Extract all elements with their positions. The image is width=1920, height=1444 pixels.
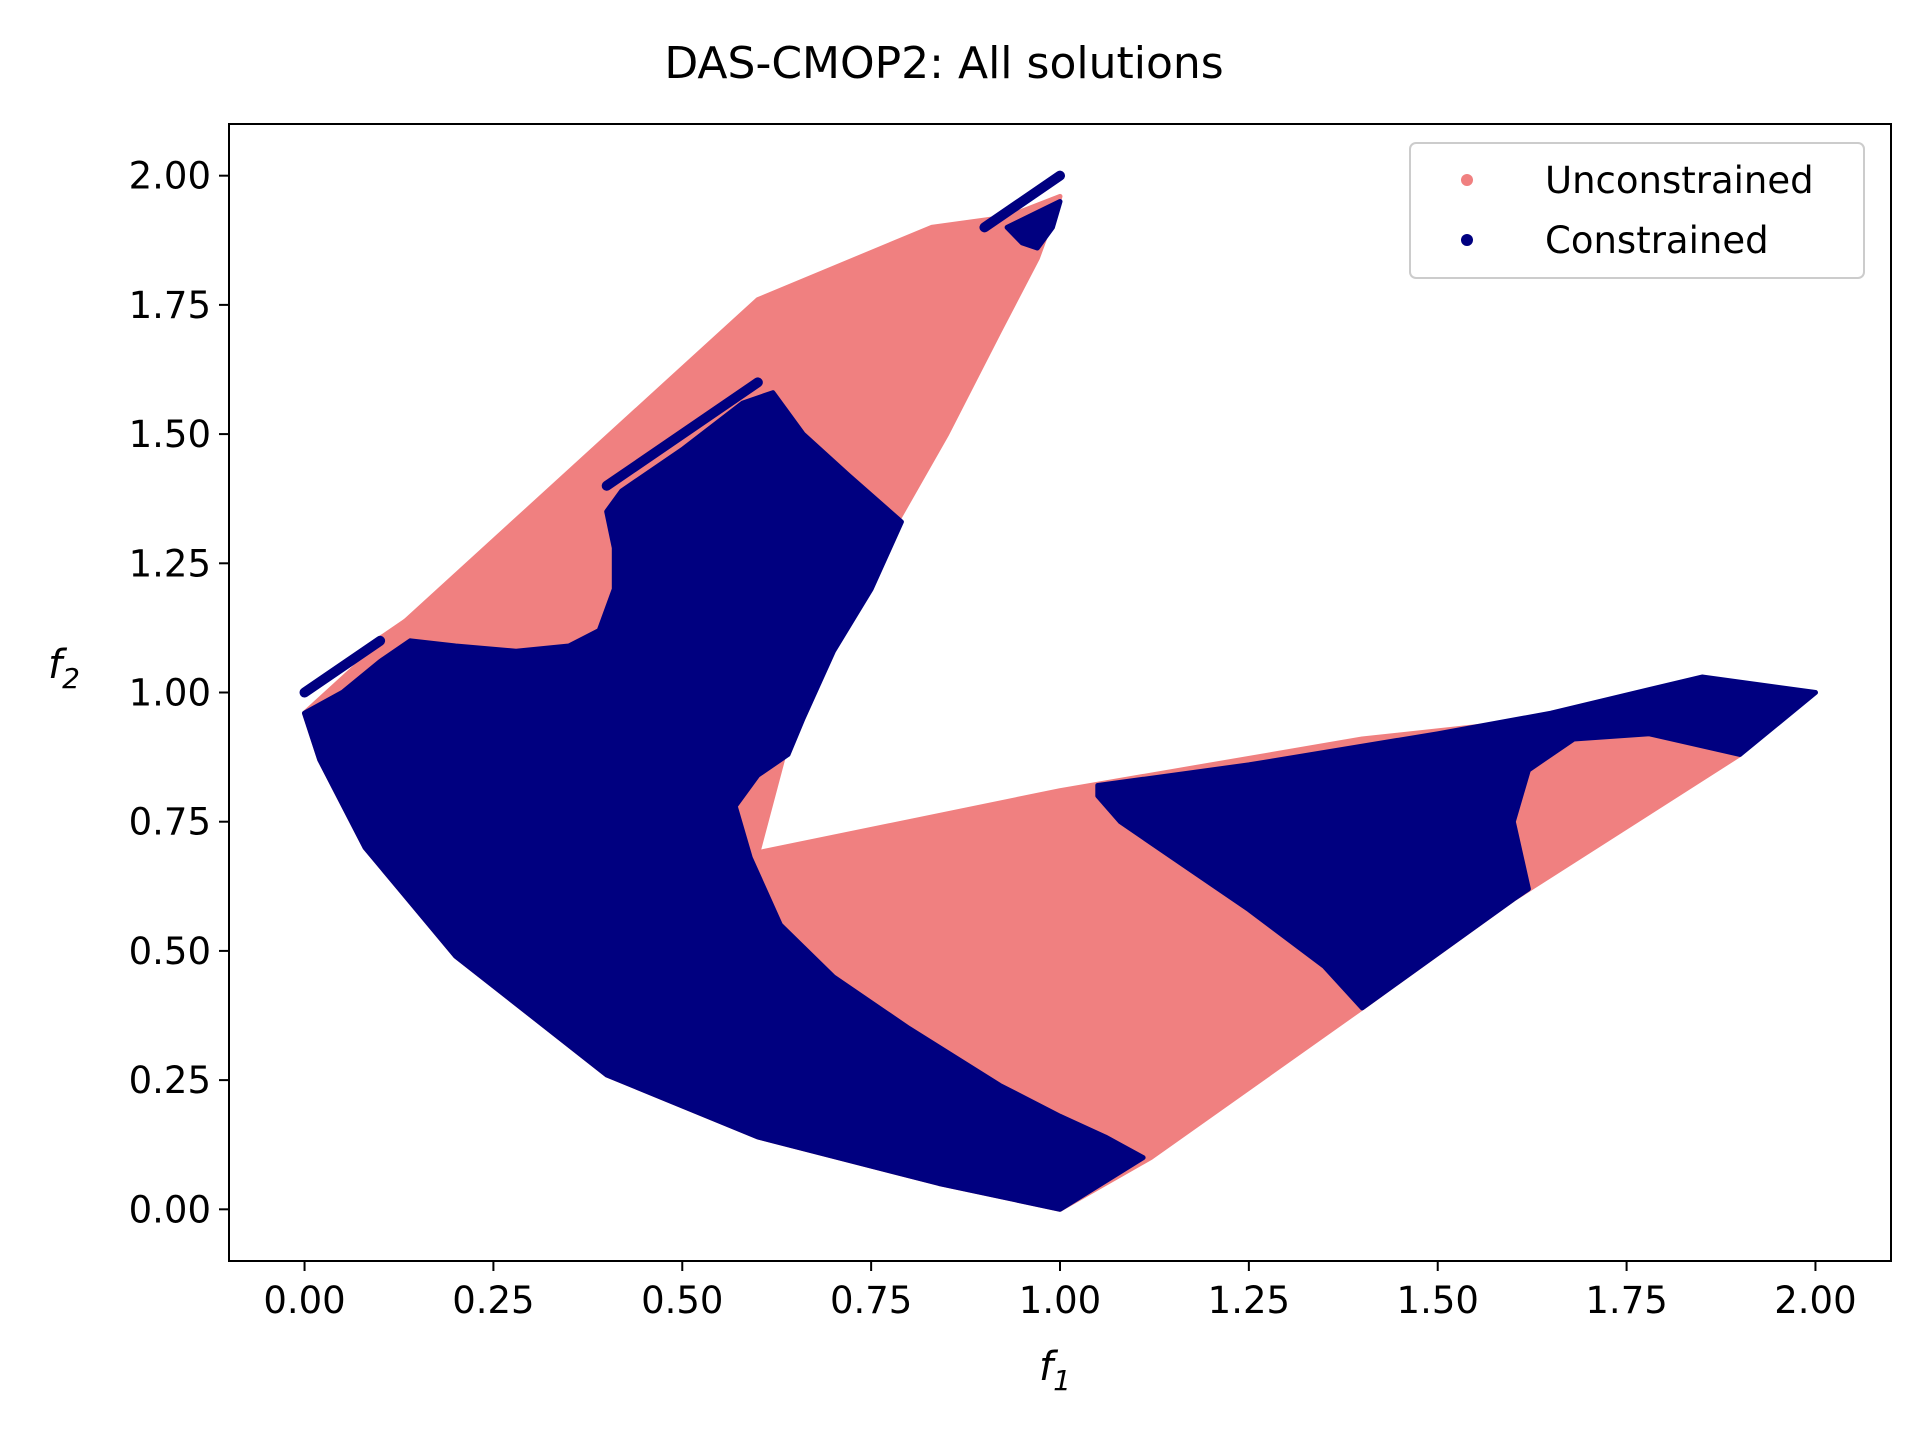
y-tick-label-3: 0.75 bbox=[129, 801, 211, 844]
series-constrained bbox=[299, 170, 1818, 1212]
legend-label-constrained: Constrained bbox=[1545, 219, 1769, 262]
x-tick-label-1: 0.25 bbox=[452, 1279, 534, 1322]
x-tick-label-3: 0.75 bbox=[830, 1279, 912, 1322]
y-tick-label-5: 1.25 bbox=[129, 542, 211, 585]
x-tick-label-8: 2.00 bbox=[1774, 1279, 1856, 1322]
legend-marker-constrained bbox=[1461, 234, 1473, 246]
constrained-upper-front-segments-0 bbox=[299, 635, 386, 698]
y-axis: 0.00 0.25 0.50 0.75 1.00 1.25 1.50 1.75 2.00 bbox=[129, 155, 229, 1231]
x-tick-label-4: 1.00 bbox=[1019, 1279, 1101, 1322]
y-tick-label-4: 1.00 bbox=[129, 672, 211, 715]
x-axis-label: f1 bbox=[1039, 1344, 1071, 1397]
y-tick-label-8: 2.00 bbox=[129, 155, 211, 198]
constrained-upper-front-segments-2 bbox=[979, 170, 1065, 233]
x-tick-label-7: 1.75 bbox=[1585, 1279, 1667, 1322]
constrained-top-tip-cluster bbox=[1004, 199, 1063, 251]
constrained-middle-right-band bbox=[1095, 674, 1818, 1011]
x-tick-label-6: 1.50 bbox=[1397, 1279, 1479, 1322]
y-tick-label-0: 0.00 bbox=[129, 1188, 211, 1231]
legend: Unconstrained Constrained bbox=[1409, 142, 1865, 279]
y-tick-label-6: 1.50 bbox=[129, 413, 211, 456]
x-tick-label-5: 1.25 bbox=[1208, 1279, 1290, 1322]
chart-title: DAS-CMOP2: All solutions bbox=[664, 38, 1223, 89]
y-axis-label: f2 bbox=[48, 642, 80, 695]
y-tick-label-1: 0.25 bbox=[129, 1059, 211, 1102]
constrained-left-arm-and-lower-body bbox=[302, 390, 1146, 1212]
legend-box bbox=[1409, 142, 1865, 279]
plot-area bbox=[299, 170, 1818, 1212]
y-tick-label-7: 1.75 bbox=[129, 284, 211, 327]
legend-marker-unconstrained bbox=[1461, 174, 1473, 186]
x-tick-label-2: 0.50 bbox=[641, 1279, 723, 1322]
legend-label-unconstrained: Unconstrained bbox=[1545, 159, 1814, 202]
x-tick-label-0: 0.00 bbox=[263, 1279, 345, 1322]
constrained-upper-front-segments-1 bbox=[601, 377, 763, 491]
x-axis: 0.00 0.25 0.50 0.75 1.00 1.25 1.50 1.75 2.00 bbox=[263, 1261, 1857, 1322]
x-axis-label-subscript: 1 bbox=[1053, 1364, 1071, 1397]
y-axis-label-subscript: 2 bbox=[62, 662, 80, 695]
y-tick-label-2: 0.50 bbox=[129, 930, 211, 973]
